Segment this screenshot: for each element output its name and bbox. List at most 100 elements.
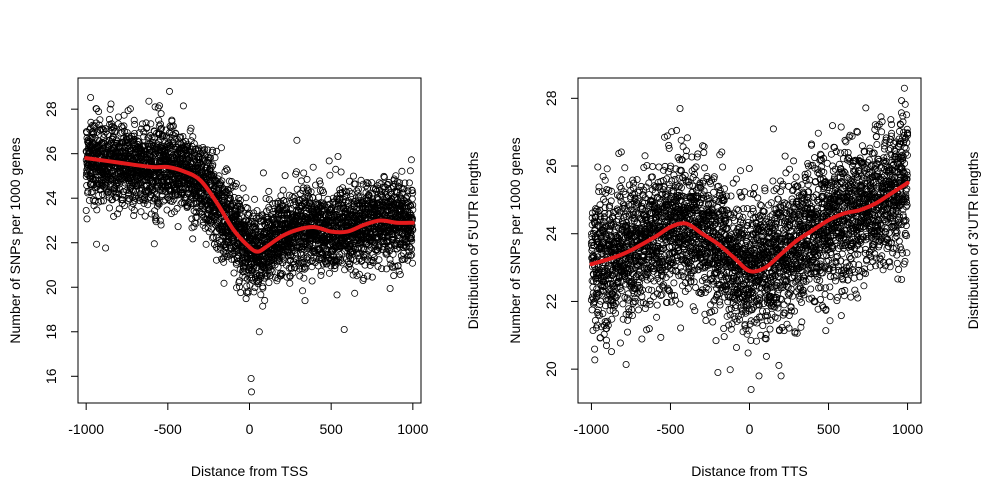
x-tick-label: -500 — [656, 421, 684, 437]
scatter-point — [386, 284, 394, 292]
scatter-point — [193, 213, 201, 221]
scatter-point — [135, 129, 143, 137]
scatter-point — [589, 283, 597, 291]
scatter-point — [374, 262, 382, 270]
panel-tss-xlabel: Distance from TSS — [191, 463, 308, 479]
scatter-point — [169, 122, 177, 130]
y-tick-label: 24 — [43, 190, 59, 206]
scatter-point — [124, 107, 132, 115]
scatter-point — [170, 195, 178, 203]
scatter-point — [147, 120, 155, 128]
scatter-point — [618, 176, 626, 184]
scatter-point — [239, 184, 247, 192]
scatter-point — [128, 186, 136, 194]
scatter-point — [182, 193, 190, 201]
scatter-point — [120, 122, 128, 130]
scatter-point — [198, 169, 206, 177]
y-tick-label: 22 — [43, 235, 59, 251]
scatter-point — [151, 103, 159, 111]
scatter-point — [209, 146, 217, 154]
scatter-point — [125, 191, 133, 199]
scatter-point — [215, 172, 223, 180]
scatter-point — [155, 200, 163, 208]
scatter-point — [140, 133, 148, 141]
scatter-point — [215, 217, 223, 225]
scatter-point — [303, 175, 311, 183]
scatter-point — [223, 166, 231, 174]
scatter-point — [90, 129, 98, 137]
scatter-point — [95, 191, 103, 199]
scatter-point — [603, 165, 611, 173]
scatter-point — [152, 218, 160, 226]
scatter-point — [317, 267, 325, 275]
scatter-point — [93, 240, 101, 248]
scatter-point — [208, 234, 216, 242]
scatter-point — [596, 334, 604, 342]
scatter-point — [163, 206, 171, 214]
scatter-point — [82, 206, 90, 214]
scatter-point — [354, 185, 362, 193]
scatter-point — [105, 188, 113, 196]
scatter-point — [649, 162, 657, 170]
scatter-point — [143, 124, 151, 132]
scatter-point — [396, 270, 404, 278]
scatter-point — [124, 194, 132, 202]
scatter-point — [202, 240, 210, 248]
scatter-point — [635, 306, 643, 314]
scatter-point — [207, 216, 215, 224]
scatter-point — [126, 105, 134, 113]
scatter-point — [97, 126, 105, 134]
scatter-point — [214, 221, 222, 229]
scatter-point — [638, 335, 646, 343]
x-tick-label: 1000 — [397, 421, 428, 437]
scatter-point — [269, 210, 277, 218]
scatter-point-outlier — [165, 87, 173, 95]
scatter-point — [157, 221, 165, 229]
scatter-point — [325, 269, 333, 277]
scatter-point — [233, 254, 241, 262]
scatter-point — [172, 130, 180, 138]
scatter-point — [406, 167, 414, 175]
scatter-point — [144, 201, 152, 209]
scatter-point — [279, 186, 287, 194]
scatter-point — [646, 297, 654, 305]
scatter-point — [341, 266, 349, 274]
x-tick-label: 0 — [746, 421, 754, 437]
x-tick-label: 0 — [246, 421, 254, 437]
scatter-point — [333, 291, 341, 299]
scatter-point — [265, 279, 273, 287]
x-tick-label: -1000 — [574, 421, 610, 437]
scatter-point — [646, 300, 654, 308]
y-tick-label: 26 — [43, 146, 59, 162]
scatter-point — [184, 140, 192, 148]
scatter-point — [130, 116, 138, 124]
scatter-point — [115, 205, 123, 213]
scatter-point — [230, 269, 238, 277]
scatter-point — [215, 236, 223, 244]
scatter-point — [204, 153, 212, 161]
scatter-point — [189, 235, 197, 243]
scatter-point — [268, 268, 276, 276]
scatter-point — [232, 259, 240, 267]
scatter-point — [121, 201, 129, 209]
scatter-point — [157, 110, 165, 118]
scatter-point — [113, 185, 121, 193]
scatter-point — [263, 272, 271, 280]
y-tick-label: 26 — [543, 158, 559, 174]
scatter-point — [281, 172, 289, 180]
scatter-point — [622, 360, 630, 368]
scatter-point — [87, 94, 95, 102]
scatter-point — [85, 196, 93, 204]
scatter-point — [94, 179, 102, 187]
scatter-point — [206, 206, 214, 214]
scatter-point — [217, 144, 225, 152]
scatter-point — [225, 187, 233, 195]
scatter-point — [262, 194, 270, 202]
scatter-point — [89, 188, 97, 196]
scatter-point — [157, 125, 165, 133]
scatter-point-outlier — [247, 374, 255, 382]
scatter-point — [138, 120, 146, 128]
